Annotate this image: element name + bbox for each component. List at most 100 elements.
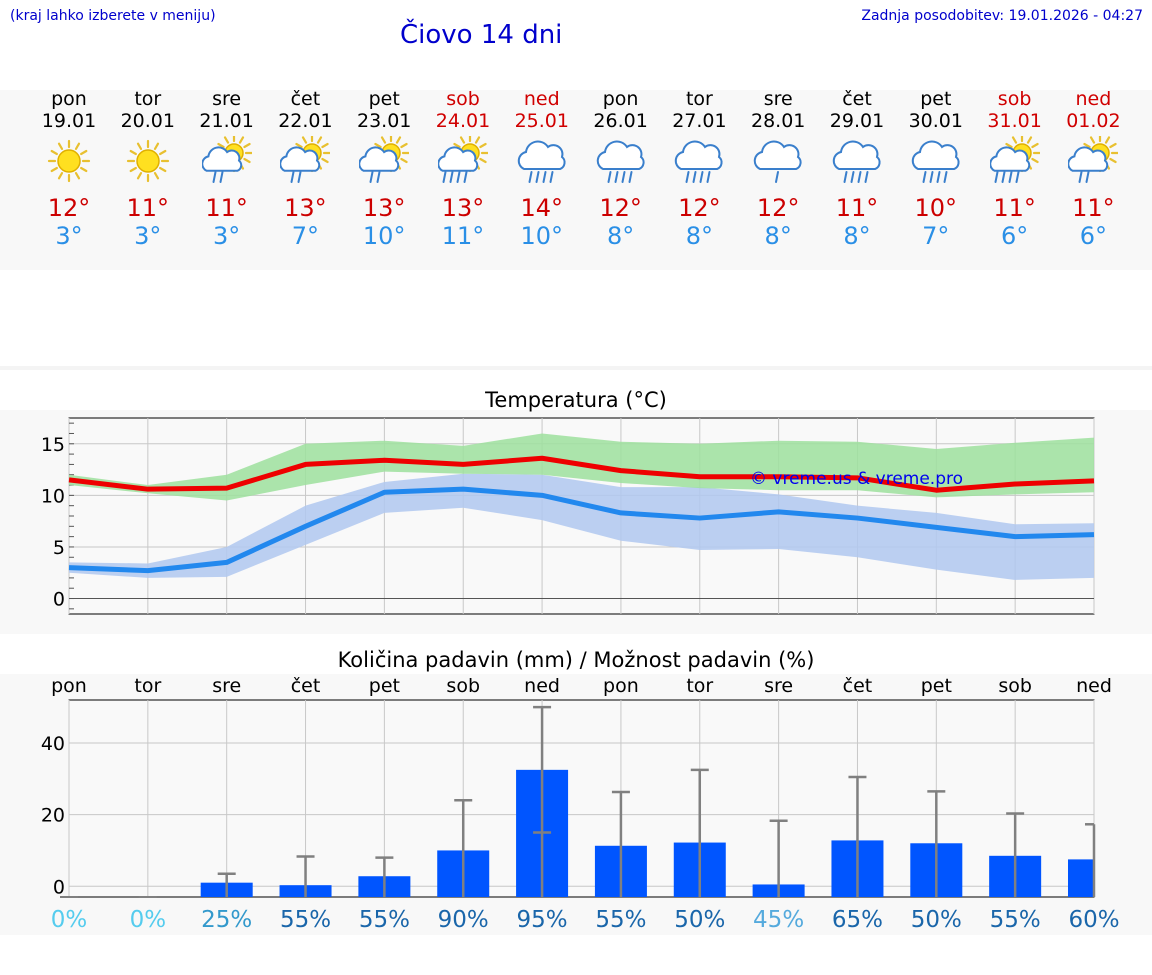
icon-group: [911, 140, 960, 183]
cloud-heavy-rain-icon: [517, 140, 566, 183]
cloud-heavy-rain-icon: [832, 140, 881, 183]
day-label: tor: [134, 675, 161, 697]
cloud-shape: [359, 146, 400, 172]
rain-drop: [1015, 171, 1020, 183]
cloud-heavy-rain-icon: [675, 140, 723, 183]
max-temperature: 12°: [756, 194, 800, 222]
sun-ray: [1004, 142, 1013, 149]
day-label: sre: [212, 675, 241, 697]
day-name: tor: [685, 88, 713, 110]
cloud-outline: [675, 140, 723, 170]
rain-drops: [843, 171, 869, 183]
day-label: ned: [1076, 675, 1112, 697]
max-temperature-band: [69, 433, 1094, 501]
sun-ray: [1109, 157, 1118, 164]
sun-disc: [136, 149, 160, 173]
probability-label: 90%: [438, 907, 489, 933]
sun-ray: [459, 136, 466, 144]
sun-ray: [57, 142, 64, 150]
day-column: sob 24.01 13° 11°: [428, 88, 498, 250]
cloud-outline: [438, 146, 479, 172]
cloud-heavy-rain-icon: [911, 140, 960, 183]
day-name: sob: [446, 88, 480, 110]
sun-ray: [479, 157, 487, 164]
sun-ray: [295, 142, 304, 149]
rain-drops: [369, 171, 381, 183]
sun-ray: [1030, 142, 1039, 149]
sun-cloud-rain-icon: [280, 136, 331, 183]
rain-drops: [1078, 171, 1090, 183]
y-tick-label: 20: [41, 805, 65, 827]
min-temperature: 3°: [55, 222, 83, 250]
min-temperature: 8°: [685, 222, 714, 250]
rain-drop: [456, 171, 461, 183]
sun-ray: [317, 136, 323, 144]
sun-cloud-rain-icon: [1068, 136, 1119, 183]
cloud-shape: [675, 140, 723, 170]
sun-ray: [321, 157, 330, 164]
day-name: pet: [920, 88, 952, 110]
min-temperature: 7°: [291, 222, 320, 250]
sun-ray: [396, 136, 402, 144]
sun-ray: [400, 157, 408, 164]
rain-drop: [864, 171, 869, 183]
min-temperature: 10°: [362, 222, 406, 250]
y-tick-label: 15: [41, 434, 65, 456]
day-column: sre 21.01 11° 3°: [192, 88, 262, 250]
sun-ray: [381, 136, 387, 144]
min-temperature: 11°: [441, 222, 485, 250]
icon-group: [1068, 136, 1119, 183]
min-temperature: 3°: [212, 222, 241, 250]
day-date: 26.01: [593, 110, 648, 132]
rain-drop: [994, 171, 999, 183]
sun-ray: [80, 149, 88, 156]
min-temperature: 3°: [134, 222, 162, 250]
day-name: ned: [1075, 88, 1112, 110]
cloud-shape: [989, 146, 1030, 172]
sun-ray: [321, 142, 330, 149]
sun-icon: [47, 139, 91, 183]
rain-drop: [449, 171, 454, 183]
max-temperature: 14°: [520, 194, 564, 222]
rain-drop: [857, 171, 862, 183]
icon-group: [989, 136, 1040, 183]
y-tick-label: 0: [53, 876, 65, 898]
precipitation-chart: pon tor sre čet pet sob ned pon tor sre čet pet sob n…: [41, 675, 1120, 933]
sun-ray: [1083, 142, 1092, 149]
day-name: pon: [51, 88, 87, 110]
sun-ray: [1090, 136, 1096, 144]
day-label: sre: [764, 675, 793, 697]
day-date: 22.01: [278, 110, 333, 132]
max-temperature: 13°: [441, 194, 485, 222]
probability-label: 55%: [280, 907, 331, 933]
day-column: pet 23.01 13° 10°: [349, 88, 419, 250]
rain-drop: [922, 171, 927, 183]
max-temperature: 11°: [205, 194, 248, 222]
sun-ray: [153, 142, 159, 150]
day-name: tor: [134, 88, 162, 110]
day-name: sre: [212, 88, 242, 110]
rain-drop: [297, 171, 302, 183]
icon-group: [126, 139, 169, 183]
day-label: pon: [603, 675, 639, 697]
cloud-light-rain-icon: [754, 140, 802, 183]
watermark: © vreme.us & vreme.pro: [750, 469, 963, 489]
divider: [0, 366, 1152, 370]
cloud-outline: [832, 140, 881, 170]
probability-label: 45%: [753, 907, 804, 933]
cloud-shape: [596, 140, 645, 170]
rain-drop: [376, 171, 381, 183]
icon-group: [201, 136, 252, 183]
rain-drops: [528, 171, 554, 183]
day-name: čet: [290, 88, 321, 110]
sun-ray: [129, 166, 137, 173]
sun-ray: [1030, 157, 1039, 164]
sun-ray: [57, 172, 64, 180]
y-tick-label: 5: [53, 537, 65, 559]
cloud-outline: [989, 146, 1030, 172]
day-label: čet: [843, 675, 873, 697]
rain-drops: [290, 171, 302, 183]
location-hint: (kraj lahko izberete v meniju): [10, 8, 216, 24]
min-temperature: 6°: [1000, 222, 1029, 250]
max-temperature: 10°: [914, 194, 958, 222]
